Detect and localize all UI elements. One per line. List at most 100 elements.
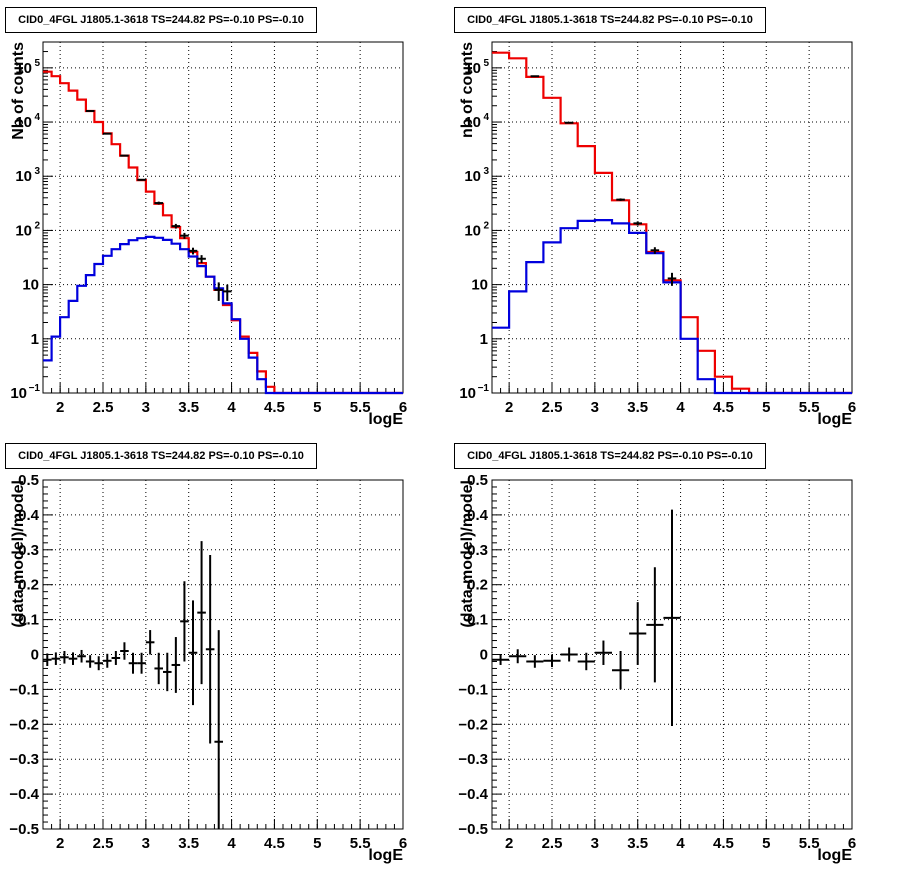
x-tick-label: 6 bbox=[399, 835, 407, 852]
y-tick-exponent: 4 bbox=[483, 112, 489, 123]
x-tick-label: 3.5 bbox=[178, 835, 199, 852]
plot-title-bottom-right: CID0_4FGL J1805.1-3618 TS=244.82 PS=-0.1… bbox=[454, 443, 766, 469]
y-tick-label: 0.3 bbox=[18, 542, 39, 559]
x-tick-label: 2.5 bbox=[93, 835, 114, 852]
y-tick-label: 10 bbox=[15, 60, 32, 77]
panel-bottom-right: 2 2.5 3 3.5 4 4.5 5 5.5 6 −0.5 −0.4 −0.3 −0.2 −0.1 0 0.… bbox=[458, 472, 856, 864]
y-tick-label: 0.2 bbox=[18, 577, 39, 594]
x-tick-label: 3.5 bbox=[178, 399, 199, 416]
y-tick-label: 1 bbox=[31, 331, 39, 348]
x-tick-label: 6 bbox=[848, 835, 856, 852]
x-tick-label: 5.5 bbox=[799, 835, 820, 852]
y-tick-label: 10 bbox=[459, 385, 476, 402]
x-axis-label: logE bbox=[368, 847, 403, 864]
y-tick-exponent: 4 bbox=[34, 112, 40, 123]
y-tick-label: −0.4 bbox=[458, 786, 488, 803]
plot-title-top-right: CID0_4FGL J1805.1-3618 TS=244.82 PS=-0.1… bbox=[454, 7, 766, 33]
y-tick-label: 10 bbox=[471, 277, 488, 294]
y-tick-label: −0.1 bbox=[9, 681, 39, 698]
x-tick-label: 3 bbox=[591, 399, 599, 416]
plot-frame bbox=[42, 41, 404, 394]
x-axis-label: logE bbox=[368, 411, 403, 428]
y-tick-exponent: 2 bbox=[34, 220, 40, 231]
x-tick-label: 4.5 bbox=[264, 399, 285, 416]
y-tick-label: 0 bbox=[31, 647, 39, 664]
y-tick-label: 0.1 bbox=[18, 612, 39, 629]
y-tick-label: 10 bbox=[464, 222, 481, 239]
y-tick-label: 10 bbox=[464, 114, 481, 131]
x-tick-label: 3 bbox=[591, 835, 599, 852]
histogram-series-blue bbox=[492, 219, 852, 395]
y-tick-label: −0.2 bbox=[458, 716, 488, 733]
x-tick-label: 2 bbox=[505, 399, 513, 416]
x-tick-label: 4 bbox=[227, 835, 236, 852]
y-tick-label: 10 bbox=[10, 385, 27, 402]
plot-title-bottom-left: CID0_4FGL J1805.1-3618 TS=244.82 PS=-0.1… bbox=[5, 443, 317, 469]
x-tick-label: 4.5 bbox=[713, 835, 734, 852]
x-tick-label: 3 bbox=[142, 835, 150, 852]
x-tick-label: 3.5 bbox=[627, 835, 648, 852]
x-tick-label: 3.5 bbox=[627, 399, 648, 416]
x-tick-label: 5 bbox=[762, 835, 770, 852]
x-tick-label: 2.5 bbox=[542, 399, 563, 416]
y-tick-label: −0.1 bbox=[458, 681, 488, 698]
y-tick-label: 10 bbox=[15, 168, 32, 185]
y-tick-exponent: 5 bbox=[34, 58, 40, 69]
y-tick-label: −0.5 bbox=[9, 821, 39, 838]
x-tick-label: 5.5 bbox=[350, 399, 371, 416]
y-tick-exponent: 3 bbox=[34, 166, 40, 177]
histogram-series-red bbox=[492, 51, 852, 395]
plot-title-top-left: CID0_4FGL J1805.1-3618 TS=244.82 PS=-0.1… bbox=[5, 7, 317, 33]
y-tick-label: 0.1 bbox=[467, 612, 488, 629]
x-tick-label: 5 bbox=[762, 399, 770, 416]
x-tick-label: 4 bbox=[227, 399, 236, 416]
x-tick-label: 5 bbox=[313, 399, 321, 416]
x-tick-label: 6 bbox=[399, 399, 407, 416]
plot-frame bbox=[42, 479, 404, 830]
x-tick-label: 2 bbox=[56, 835, 64, 852]
x-tick-label: 5.5 bbox=[350, 835, 371, 852]
x-tick-label: 3 bbox=[142, 399, 150, 416]
y-tick-label: 0 bbox=[480, 647, 488, 664]
y-tick-label: 0.5 bbox=[467, 472, 488, 489]
x-axis-label: logE bbox=[817, 411, 852, 428]
x-tick-label: 2 bbox=[505, 835, 513, 852]
y-tick-label: −0.3 bbox=[9, 751, 39, 768]
x-tick-label: 2 bbox=[56, 399, 64, 416]
x-tick-label: 4 bbox=[676, 835, 685, 852]
y-tick-label: −0.4 bbox=[9, 786, 39, 803]
x-tick-label: 5 bbox=[313, 835, 321, 852]
histogram-series-red bbox=[43, 70, 403, 395]
x-tick-label: 2.5 bbox=[542, 835, 563, 852]
y-tick-label: 10 bbox=[22, 277, 39, 294]
y-tick-label: 0.4 bbox=[467, 507, 489, 524]
x-tick-label: 4.5 bbox=[713, 399, 734, 416]
y-tick-label: 0.2 bbox=[467, 577, 488, 594]
y-tick-label: −0.2 bbox=[9, 716, 39, 733]
histogram-series-blue bbox=[43, 235, 403, 395]
panel-bottom-left: 2 2.5 3 3.5 4 4.5 5 5.5 6 −0.5 −0.4 −0.3 −0.2 −0.1 0 0.… bbox=[9, 472, 407, 864]
y-tick-label: −0.3 bbox=[458, 751, 488, 768]
y-axis-label: (data-model)/model bbox=[459, 480, 476, 628]
y-tick-label: 10 bbox=[464, 168, 481, 185]
y-axis-label: Nb of counts bbox=[10, 42, 27, 140]
x-axis-label: logE bbox=[817, 847, 852, 864]
y-tick-exponent: 2 bbox=[483, 220, 489, 231]
y-tick-label: 10 bbox=[15, 222, 32, 239]
x-tick-label: 2.5 bbox=[93, 399, 114, 416]
y-axis-label: (data-model)/model bbox=[10, 480, 27, 628]
y-tick-label: 0.3 bbox=[467, 542, 488, 559]
y-tick-label: 10 bbox=[15, 114, 32, 131]
y-tick-label: 10 bbox=[464, 60, 481, 77]
plot-frame bbox=[491, 41, 853, 394]
y-tick-exponent: 3 bbox=[483, 166, 489, 177]
y-tick-label: 0.5 bbox=[18, 472, 39, 489]
x-tick-label: 5.5 bbox=[799, 399, 820, 416]
y-tick-exponent: −1 bbox=[478, 383, 490, 394]
x-tick-label: 4 bbox=[676, 399, 685, 416]
x-tick-label: 4.5 bbox=[264, 835, 285, 852]
